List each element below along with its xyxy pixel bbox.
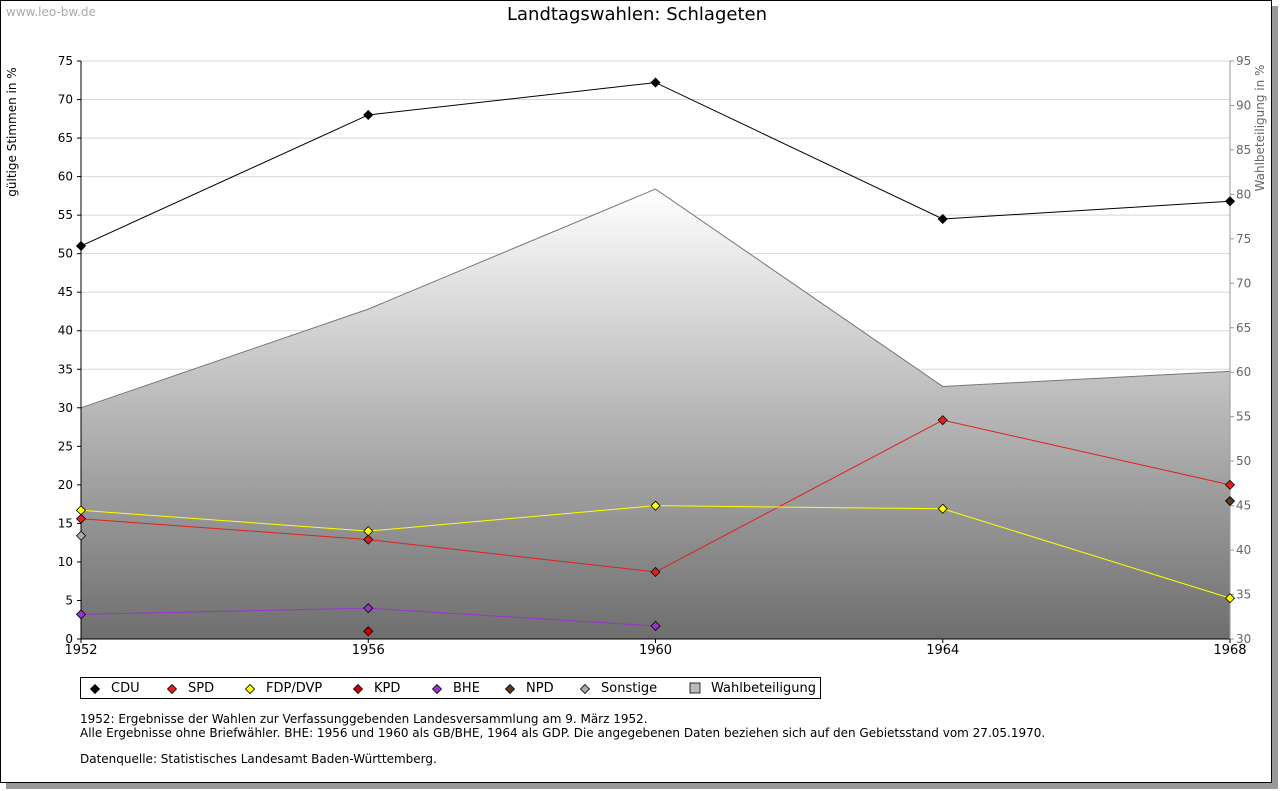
legend-label: Wahlbeteiligung [711, 681, 817, 696]
y-tick-label-right: 60 [1236, 365, 1251, 379]
data-point-cdu [1224, 196, 1236, 207]
data-point-cdu [75, 240, 87, 252]
y-tick-label-right: 50 [1236, 454, 1251, 468]
y-tick-label-left: 75 [58, 54, 73, 68]
data-point-cdu [363, 109, 374, 121]
y-tick-label-left: 10 [58, 555, 73, 569]
legend-marker [89, 683, 101, 695]
data-point-spd [75, 513, 87, 524]
y-tick-label-right: 75 [1236, 232, 1251, 246]
x-tick-label: 1960 [639, 643, 672, 658]
data-point-spd [363, 534, 374, 545]
legend-label: SPD [188, 681, 215, 696]
legend-label: BHE [453, 681, 480, 696]
legend-marker [244, 683, 256, 695]
data-point-fdp-dvp [363, 526, 374, 537]
data-point-spd [650, 566, 661, 578]
y-tick-label-left: 60 [58, 170, 73, 184]
y-tick-label-left: 40 [58, 324, 73, 338]
legend-label: Sonstige [601, 681, 658, 696]
data-point-fdp-dvp [650, 500, 661, 511]
data-point-bhe [75, 609, 87, 620]
y-axis-left-label: gültige Stimmen in % [5, 67, 19, 196]
y-tick-label-left: 20 [58, 478, 73, 492]
legend-marker [504, 683, 516, 695]
y-tick-label-left: 50 [58, 247, 73, 261]
data-point-sonstige [75, 530, 87, 541]
y-tick-label-left: 30 [58, 401, 73, 415]
chart-title: Landtagswahlen: Schlageten [507, 4, 767, 25]
y-tick-label-right: 35 [1236, 588, 1251, 602]
legend-marker [352, 683, 364, 695]
y-tick-label-left: 55 [58, 208, 73, 222]
y-tick-label-right: 45 [1236, 499, 1251, 513]
x-tick-label: 1964 [926, 643, 959, 658]
y-tick-label-right: 70 [1236, 276, 1251, 290]
watermark: www.leo-bw.de [6, 5, 96, 19]
legend-marker [689, 682, 701, 694]
legend-marker [579, 683, 591, 695]
footnote-2: Alle Ergebnisse ohne Briefwähler. BHE: 1… [80, 726, 1046, 740]
y-tick-label-right: 40 [1236, 543, 1251, 557]
y-tick-label-right: 80 [1236, 187, 1251, 201]
y-tick-label-left: 45 [58, 285, 73, 299]
legend-label: KPD [374, 681, 401, 696]
legend-label: NPD [526, 681, 554, 696]
y-tick-label-right: 90 [1236, 98, 1251, 112]
y-tick-label-right: 55 [1236, 410, 1251, 424]
data-point-kpd [363, 626, 374, 637]
y-tick-label-left: 70 [58, 93, 73, 107]
legend: CDU SPD FDP/DVP KPD BHE NPD Sonstige Wahlbeteil… [80, 677, 821, 699]
data-point-cdu [650, 77, 661, 88]
data-point-cdu [937, 213, 948, 225]
footnote-1: 1952: Ergebnisse der Wahlen zur Verfassu… [80, 712, 648, 726]
data-point-fdp-dvp [937, 503, 948, 514]
x-tick-label: 1956 [352, 643, 385, 658]
y-tick-label-left: 25 [58, 439, 73, 453]
y-tick-label-right: 30 [1236, 632, 1251, 646]
y-tick-label-left: 15 [58, 516, 73, 530]
data-point-fdp-dvp [75, 505, 87, 516]
legend-marker [431, 683, 443, 695]
x-tick-label: 1952 [64, 643, 97, 658]
y-tick-label-left: 35 [58, 362, 73, 376]
legend-label: CDU [111, 681, 140, 696]
y-tick-label-right: 95 [1236, 54, 1251, 68]
turnout-line [80, 188, 1231, 409]
data-source: Datenquelle: Statistisches Landesamt Bad… [80, 752, 437, 766]
y-tick-label-left: 0 [65, 632, 73, 646]
y-axis-right-label: Wahlbeteiligung in % [1253, 65, 1267, 192]
data-point-spd [937, 415, 948, 426]
y-tick-label-right: 85 [1236, 143, 1251, 157]
data-point-bhe [363, 603, 374, 614]
legend-label: FDP/DVP [266, 681, 323, 696]
data-point-fdp-dvp [1224, 593, 1236, 604]
legend-marker [166, 683, 178, 695]
x-tick-label: 1968 [1213, 643, 1246, 658]
y-tick-label-left: 65 [58, 131, 73, 145]
data-point-spd [1224, 479, 1236, 490]
data-point-npd [1224, 495, 1236, 507]
data-point-bhe [650, 620, 661, 631]
y-tick-label-left: 5 [65, 593, 73, 607]
y-tick-label-right: 65 [1236, 321, 1251, 335]
